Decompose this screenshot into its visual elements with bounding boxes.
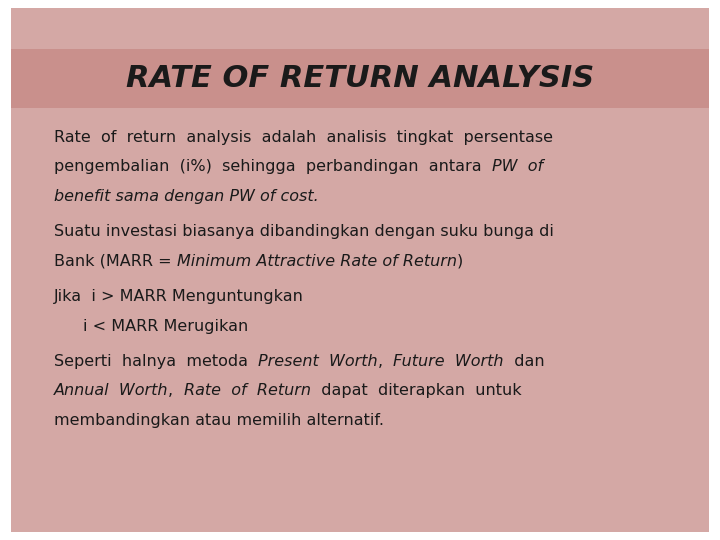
Text: benefit sama dengan PW of cost.: benefit sama dengan PW of cost.	[54, 189, 319, 204]
Text: Present  Worth: Present Worth	[258, 354, 378, 369]
Text: ,: ,	[168, 383, 184, 399]
Text: ,: ,	[378, 354, 393, 369]
Bar	[11, 49, 709, 108]
Text: membandingkan atau memilih alternatif.: membandingkan atau memilih alternatif.	[54, 413, 384, 428]
Text: Future  Worth: Future Worth	[393, 354, 504, 369]
Text: dan: dan	[504, 354, 544, 369]
Text: Rate  of  return  analysis  adalah  analisis  tingkat  persentase: Rate of return analysis adalah analisis …	[54, 130, 553, 145]
Text: i < MARR Merugikan: i < MARR Merugikan	[83, 319, 248, 334]
Text: pengembalian  (i%)  sehingga  perbandingan  antara: pengembalian (i%) sehingga perbandingan …	[54, 159, 492, 174]
Text: Minimum Attractive Rate of Return: Minimum Attractive Rate of Return	[176, 254, 456, 269]
Text: Seperti  halnya  metoda: Seperti halnya metoda	[54, 354, 258, 369]
Text: Jika  i > MARR Menguntungkan: Jika i > MARR Menguntungkan	[54, 289, 304, 304]
Text: Suatu investasi biasanya dibandingkan dengan suku bunga di: Suatu investasi biasanya dibandingkan de…	[54, 224, 554, 239]
Text: PW  of: PW of	[492, 159, 543, 174]
Text: RATE OF RETURN ANALYSIS: RATE OF RETURN ANALYSIS	[126, 64, 594, 93]
Text: ): )	[456, 254, 463, 269]
Text: Annual  Worth: Annual Worth	[54, 383, 168, 399]
Text: Rate  of  Return: Rate of Return	[184, 383, 311, 399]
Text: Bank (MARR =: Bank (MARR =	[54, 254, 176, 269]
Text: dapat  diterapkan  untuk: dapat diterapkan untuk	[311, 383, 521, 399]
